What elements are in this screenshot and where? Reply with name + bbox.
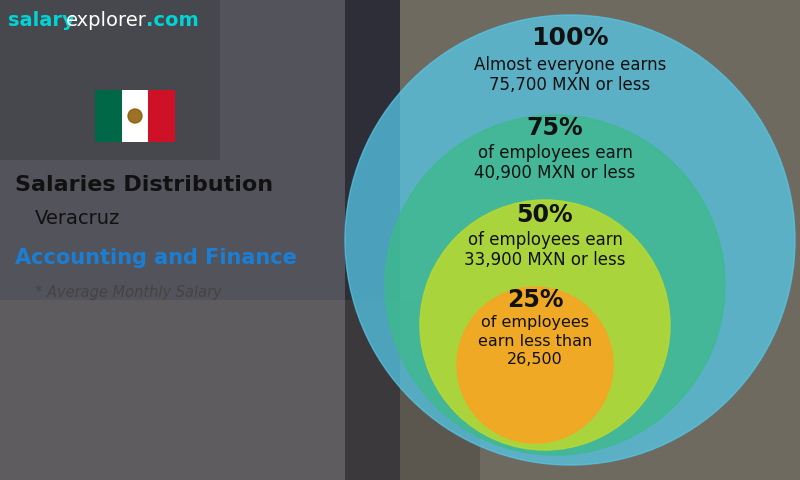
Text: .com: .com xyxy=(146,11,198,29)
FancyBboxPatch shape xyxy=(0,0,220,160)
Circle shape xyxy=(420,200,670,450)
Text: 40,900 MXN or less: 40,900 MXN or less xyxy=(474,164,636,182)
Text: of employees: of employees xyxy=(481,315,589,331)
Text: 25%: 25% xyxy=(506,288,563,312)
FancyBboxPatch shape xyxy=(122,90,148,142)
Circle shape xyxy=(457,287,613,443)
Text: Accounting and Finance: Accounting and Finance xyxy=(15,248,297,268)
Circle shape xyxy=(128,109,142,123)
Circle shape xyxy=(345,15,795,465)
FancyBboxPatch shape xyxy=(148,90,175,142)
Text: * Average Monthly Salary: * Average Monthly Salary xyxy=(35,285,222,300)
FancyBboxPatch shape xyxy=(0,0,400,480)
Text: 75%: 75% xyxy=(526,116,583,140)
Circle shape xyxy=(385,115,725,455)
Text: 50%: 50% xyxy=(517,203,574,227)
Text: earn less than: earn less than xyxy=(478,334,592,348)
Text: explorer: explorer xyxy=(66,11,147,29)
Text: salary: salary xyxy=(8,11,74,29)
Text: 75,700 MXN or less: 75,700 MXN or less xyxy=(490,76,650,94)
FancyBboxPatch shape xyxy=(0,300,480,480)
Text: 100%: 100% xyxy=(531,26,609,50)
FancyBboxPatch shape xyxy=(95,90,122,142)
FancyBboxPatch shape xyxy=(400,0,800,480)
Text: of employees earn: of employees earn xyxy=(467,231,622,249)
Text: Almost everyone earns: Almost everyone earns xyxy=(474,56,666,74)
FancyBboxPatch shape xyxy=(0,0,345,480)
Text: 33,900 MXN or less: 33,900 MXN or less xyxy=(464,251,626,269)
Text: 26,500: 26,500 xyxy=(507,351,563,367)
Text: Veracruz: Veracruz xyxy=(35,208,120,228)
Text: of employees earn: of employees earn xyxy=(478,144,633,162)
Text: Salaries Distribution: Salaries Distribution xyxy=(15,175,273,195)
